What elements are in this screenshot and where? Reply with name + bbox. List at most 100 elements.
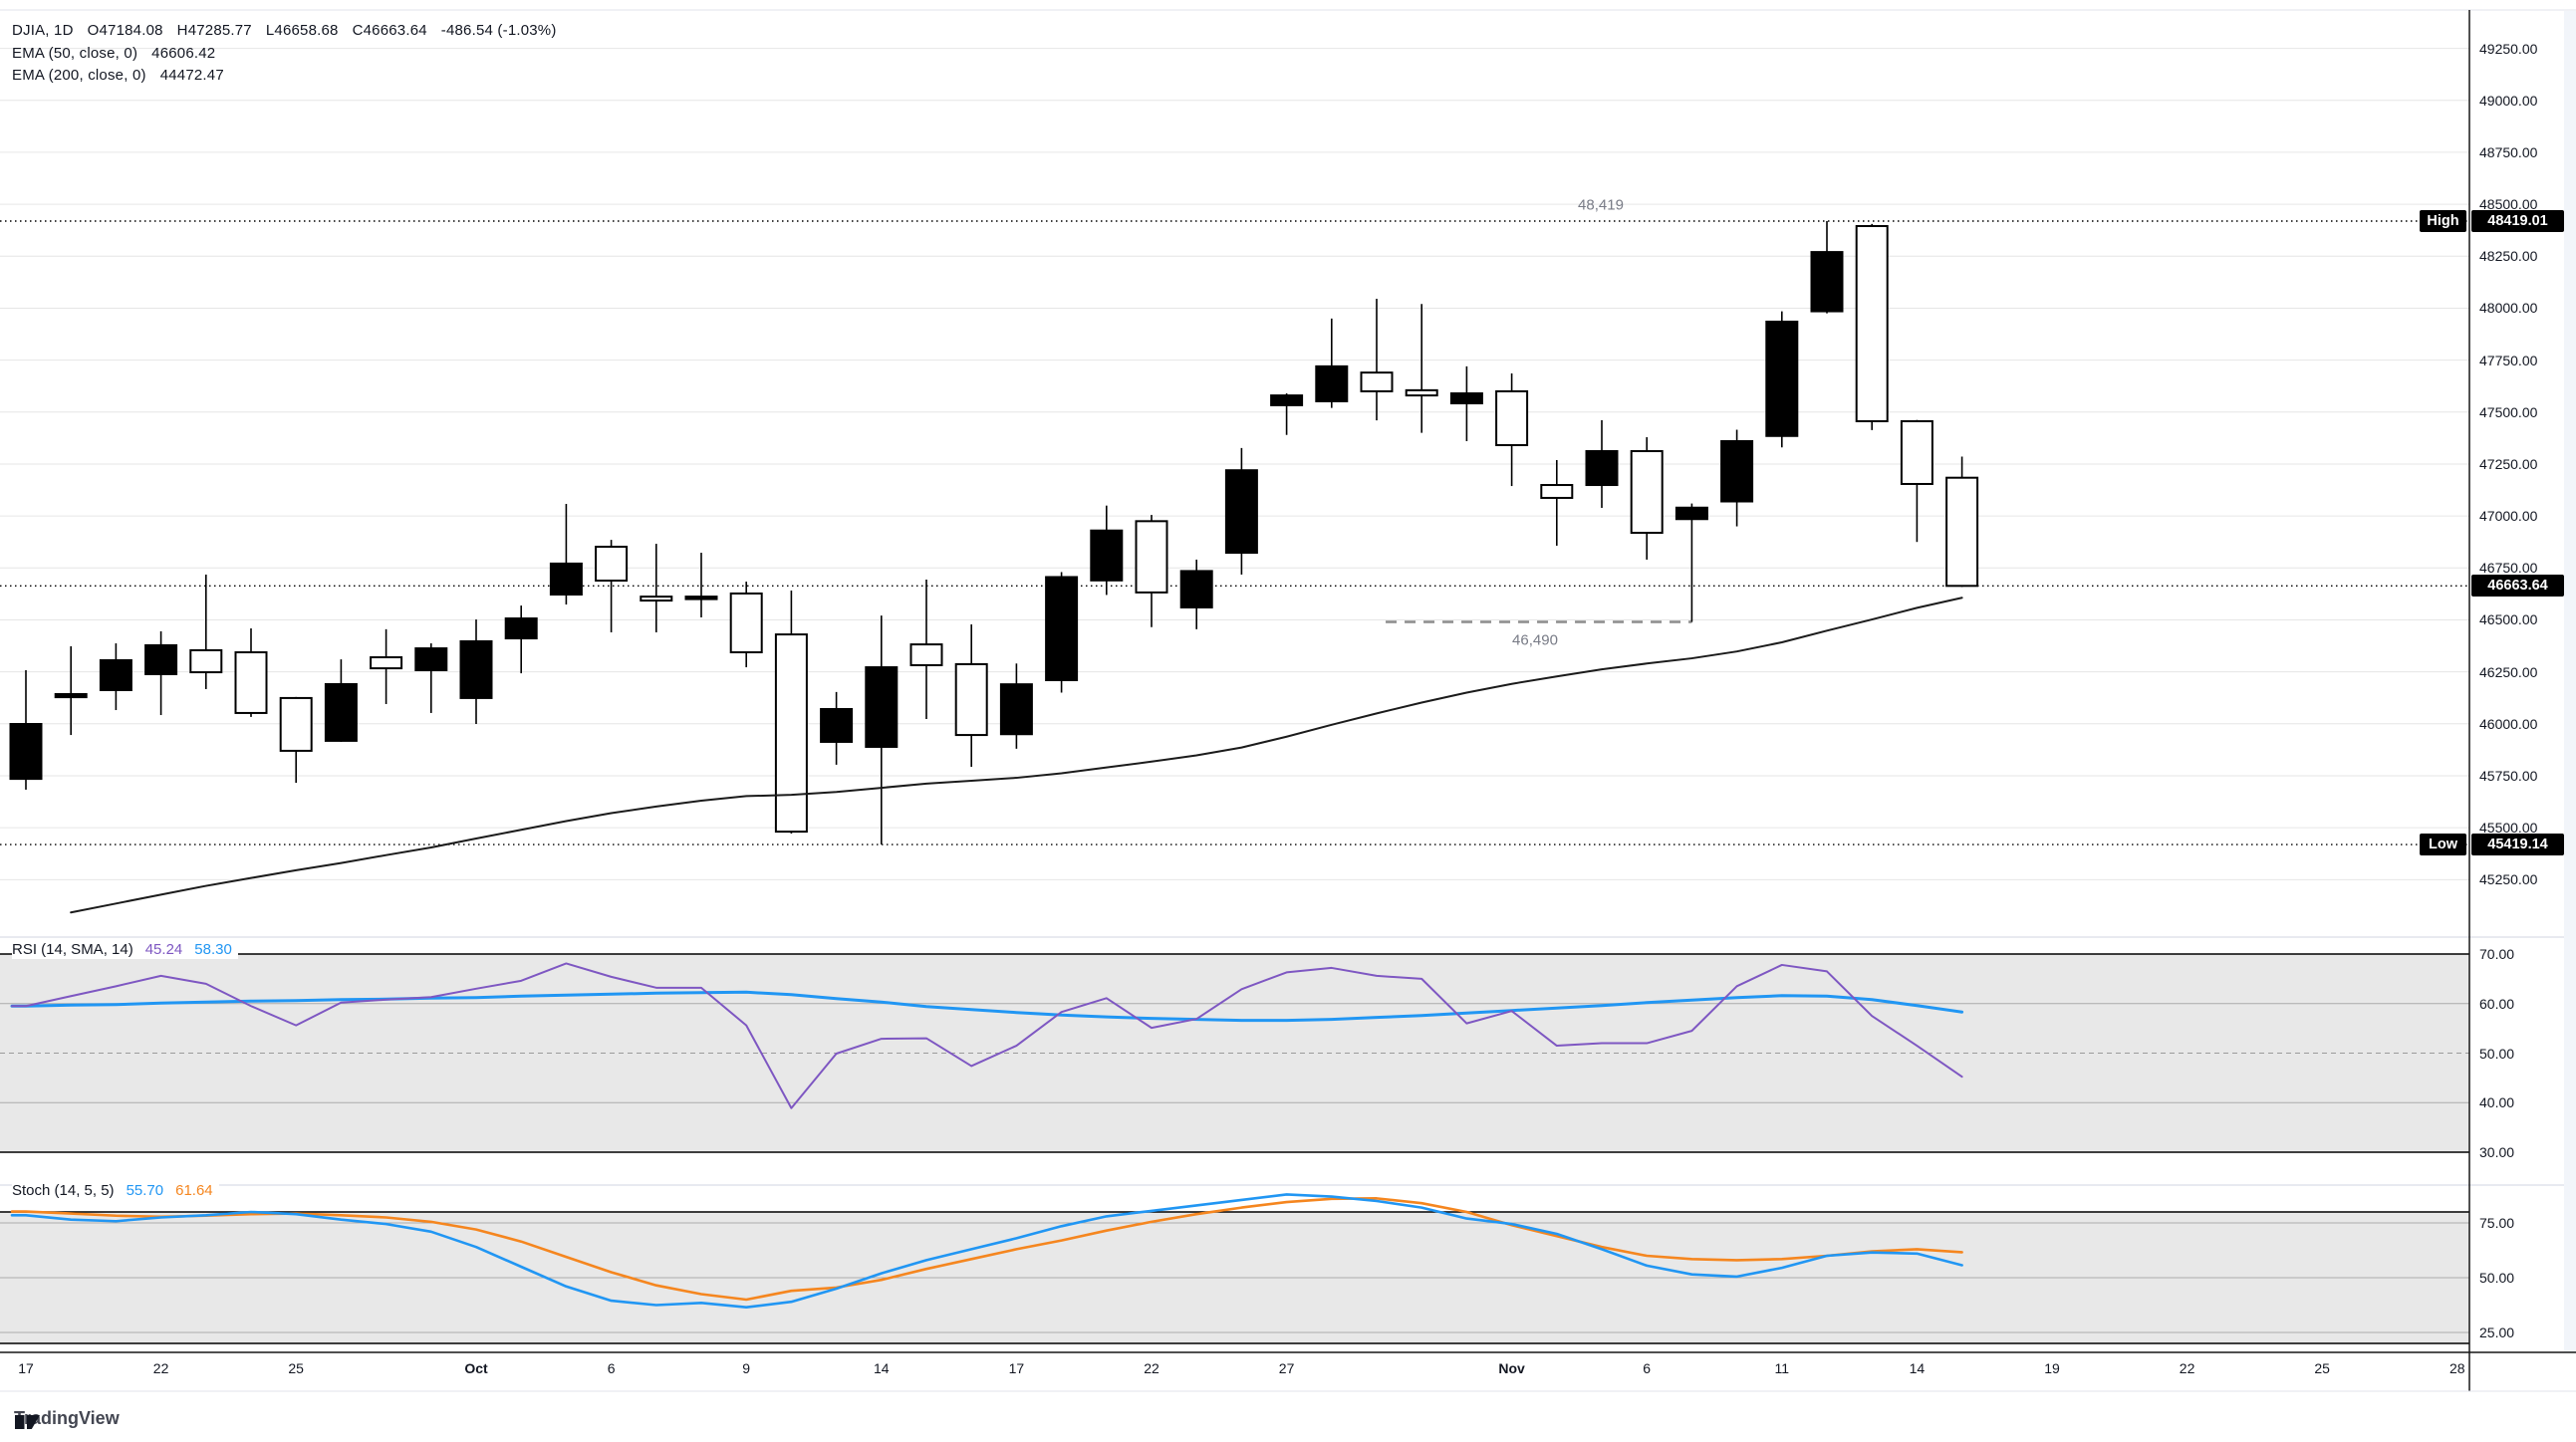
price-axis-label[interactable]: 47250.00: [2479, 455, 2538, 472]
candle-body-up[interactable]: [324, 682, 358, 742]
time-axis-label[interactable]: 9: [742, 1360, 751, 1376]
time-axis-label[interactable]: 17: [18, 1360, 34, 1376]
price-axis-label[interactable]: 46000.00: [2479, 715, 2538, 732]
symbol-title[interactable]: DJIA, 1D: [12, 22, 74, 39]
price-axis-label[interactable]: 45500.00: [2479, 820, 2538, 837]
price-axis-label[interactable]: 45250.00: [2479, 871, 2538, 888]
price-axis-label[interactable]: 49000.00: [2479, 92, 2538, 109]
candle-body-down[interactable]: [1360, 371, 1394, 392]
time-axis-label[interactable]: 14: [874, 1360, 890, 1376]
candle-body-down[interactable]: [774, 633, 808, 834]
ema50-label[interactable]: EMA (50, close, 0): [12, 45, 138, 62]
tradingview-watermark[interactable]: TradingView: [14, 1408, 120, 1429]
high-level-annotation[interactable]: 48,419: [1578, 196, 1624, 214]
price-axis-label[interactable]: 49250.00: [2479, 40, 2538, 57]
candle-body-down[interactable]: [1855, 225, 1889, 422]
stoch-axis-label[interactable]: 50.00: [2479, 1270, 2515, 1286]
candle-body-up[interactable]: [99, 658, 132, 691]
candle-body-up[interactable]: [1315, 364, 1349, 402]
candle-body-up[interactable]: [9, 723, 43, 781]
stoch-axis-label[interactable]: 25.00: [2479, 1324, 2515, 1340]
rsi-axis-label[interactable]: 40.00: [2479, 1094, 2515, 1111]
candle-body-down[interactable]: [1135, 520, 1168, 594]
candle-body-down[interactable]: [595, 546, 629, 583]
price-axis-label[interactable]: 48750.00: [2479, 143, 2538, 160]
price-axis-label[interactable]: 46250.00: [2479, 663, 2538, 680]
candle-body-up[interactable]: [504, 617, 538, 640]
candle-body-down[interactable]: [1540, 484, 1574, 499]
stoch-label[interactable]: Stoch (14, 5, 5): [12, 1182, 115, 1199]
time-axis-label[interactable]: 14: [1909, 1360, 1926, 1376]
rsi-label[interactable]: RSI (14, SMA, 14): [12, 941, 133, 958]
time-axis-label[interactable]: 22: [2179, 1360, 2195, 1376]
price-axis-label[interactable]: 46500.00: [2479, 611, 2538, 628]
time-axis-label[interactable]: 19: [2044, 1360, 2060, 1376]
candle-body-up[interactable]: [1179, 570, 1213, 608]
candle-body-up[interactable]: [1674, 506, 1708, 521]
candle-body-up[interactable]: [1449, 391, 1483, 405]
price-axis-label[interactable]: 47750.00: [2479, 352, 2538, 368]
price-axis-label[interactable]: 47500.00: [2479, 403, 2538, 420]
candle-body-down[interactable]: [189, 648, 223, 674]
candle-body-down[interactable]: [909, 643, 943, 666]
candle-body-up[interactable]: [684, 596, 718, 601]
right-scroll-strip[interactable]: [2564, 11, 2576, 1351]
time-axis-label[interactable]: 17: [1008, 1360, 1025, 1376]
candle-body-down[interactable]: [234, 651, 268, 714]
candle-body-up[interactable]: [1810, 251, 1844, 313]
candle-body-up[interactable]: [1045, 576, 1079, 681]
candle-body-up[interactable]: [459, 639, 493, 699]
stoch-legend-row[interactable]: Stoch (14, 5, 5) 55.70 61.64: [12, 1181, 219, 1200]
candle-body-down[interactable]: [1495, 389, 1529, 446]
rsi-axis-label[interactable]: 60.00: [2479, 995, 2515, 1012]
price-axis-label[interactable]: 48000.00: [2479, 300, 2538, 317]
price-axis-label[interactable]: 47000.00: [2479, 508, 2538, 525]
candle-body-up[interactable]: [414, 647, 448, 671]
time-axis-label[interactable]: 22: [1144, 1360, 1159, 1376]
rsi-axis-label[interactable]: 30.00: [2479, 1144, 2515, 1160]
candle-body-up[interactable]: [999, 683, 1033, 736]
candle-body-up[interactable]: [865, 666, 899, 748]
candle-body-down[interactable]: [370, 656, 403, 670]
candle-body-down[interactable]: [640, 596, 673, 602]
time-axis-label[interactable]: Nov: [1498, 1360, 1525, 1376]
candle-body-up[interactable]: [1585, 450, 1619, 487]
candle-body-up[interactable]: [549, 562, 583, 597]
candle-body-down[interactable]: [729, 592, 763, 654]
candle-body-down[interactable]: [954, 662, 988, 737]
time-axis-label[interactable]: Oct: [464, 1360, 488, 1376]
price-axis-label[interactable]: 45750.00: [2479, 767, 2538, 784]
time-axis-label[interactable]: 25: [2314, 1360, 2330, 1376]
ema200-label[interactable]: EMA (200, close, 0): [12, 67, 146, 84]
time-axis-label[interactable]: 11: [1774, 1360, 1790, 1376]
candle-body-up[interactable]: [1270, 394, 1304, 406]
time-axis-label[interactable]: 6: [607, 1360, 616, 1376]
time-axis-label[interactable]: 27: [1278, 1360, 1295, 1376]
candle-body-down[interactable]: [1900, 419, 1933, 485]
candle-body-up[interactable]: [1720, 439, 1754, 503]
price-axis-label[interactable]: 48500.00: [2479, 196, 2538, 213]
time-axis-label[interactable]: 28: [2449, 1360, 2465, 1376]
candle-body-up[interactable]: [54, 692, 88, 699]
candle-body-up[interactable]: [1090, 529, 1124, 582]
candle-body-down[interactable]: [279, 696, 313, 752]
candle-body-down[interactable]: [1945, 476, 1979, 588]
legend-ema50-row[interactable]: EMA (50, close, 0) 46606.42: [12, 45, 215, 62]
candle-body-up[interactable]: [1224, 469, 1258, 555]
legend-ema200-row[interactable]: EMA (200, close, 0) 44472.47: [12, 67, 224, 84]
time-axis-label[interactable]: 25: [288, 1360, 304, 1376]
candle-body-up[interactable]: [1765, 321, 1799, 437]
candle-body-up[interactable]: [820, 707, 854, 743]
rsi-axis-label[interactable]: 50.00: [2479, 1045, 2515, 1062]
candle-body-down[interactable]: [1630, 450, 1664, 535]
candle-body-down[interactable]: [1405, 388, 1438, 397]
support-level-annotation[interactable]: 46,490: [1512, 631, 1558, 649]
time-axis-label[interactable]: 6: [1643, 1360, 1652, 1376]
price-axis-label[interactable]: 46750.00: [2479, 560, 2538, 577]
rsi-legend-row[interactable]: RSI (14, SMA, 14) 45.24 58.30: [12, 940, 238, 959]
time-axis-label[interactable]: 22: [152, 1360, 169, 1376]
legend-symbol-row[interactable]: DJIA, 1D O47184.08 H47285.77 L46658.68 C…: [12, 22, 557, 39]
rsi-axis-label[interactable]: 70.00: [2479, 946, 2515, 962]
price-axis-label[interactable]: 48250.00: [2479, 248, 2538, 265]
